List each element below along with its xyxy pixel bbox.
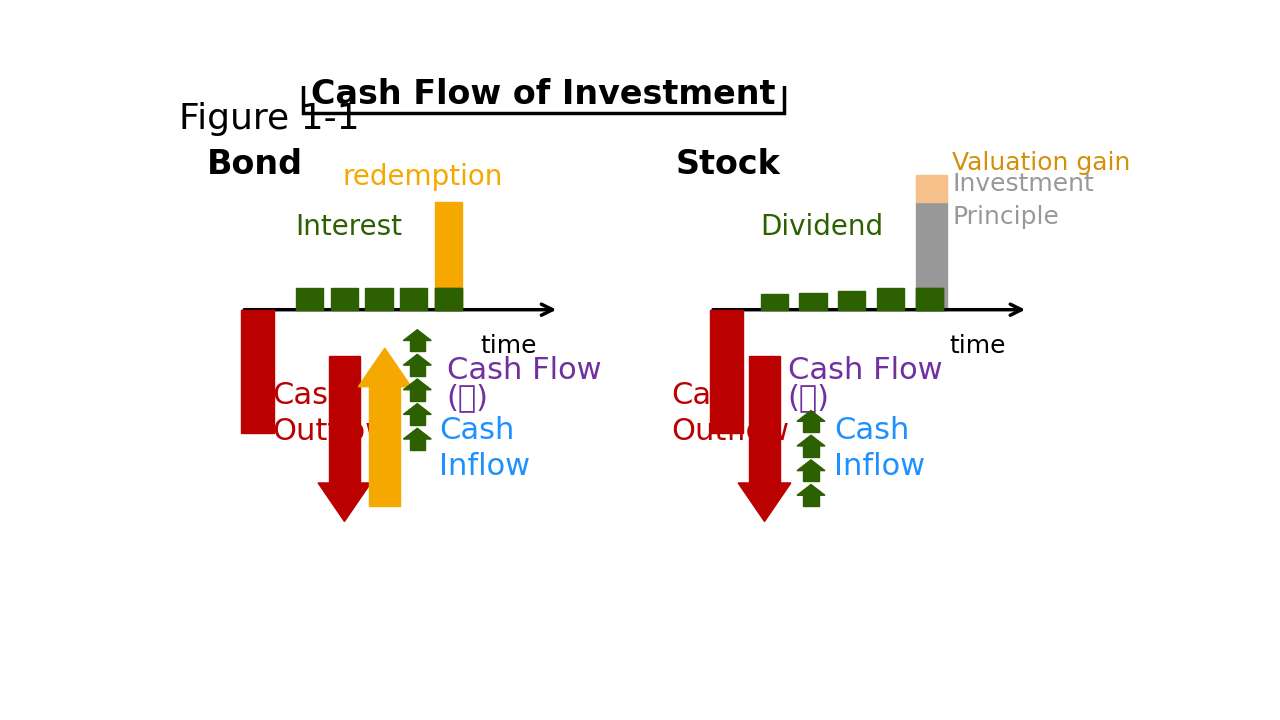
- Bar: [800, 293, 827, 310]
- Polygon shape: [403, 379, 431, 390]
- Polygon shape: [319, 483, 371, 521]
- Text: Dividend: Dividend: [760, 212, 883, 240]
- Bar: [410, 439, 425, 450]
- Bar: [915, 175, 947, 202]
- Text: Interest: Interest: [296, 212, 403, 240]
- Bar: [804, 446, 819, 456]
- Text: time: time: [950, 334, 1006, 359]
- Bar: [435, 288, 462, 310]
- Bar: [410, 390, 425, 400]
- Text: Cash
Outflow: Cash Outflow: [273, 381, 390, 446]
- Text: Stock: Stock: [676, 148, 780, 181]
- Text: Cash
Outflow: Cash Outflow: [672, 381, 790, 446]
- Bar: [401, 288, 428, 310]
- Bar: [760, 294, 787, 310]
- Polygon shape: [797, 435, 824, 446]
- Bar: [410, 341, 425, 351]
- Polygon shape: [403, 404, 431, 415]
- Bar: [749, 356, 780, 483]
- Bar: [303, 75, 783, 113]
- Bar: [410, 365, 425, 376]
- Bar: [369, 387, 401, 506]
- Bar: [804, 495, 819, 506]
- Text: Figure 1-1: Figure 1-1: [179, 102, 360, 136]
- Text: time: time: [480, 334, 538, 359]
- Bar: [365, 288, 393, 310]
- Bar: [877, 288, 904, 310]
- Polygon shape: [403, 354, 431, 365]
- Text: redemption: redemption: [342, 163, 503, 192]
- Polygon shape: [358, 348, 411, 387]
- Bar: [435, 202, 462, 310]
- Polygon shape: [403, 330, 431, 341]
- Text: Cash Flow: Cash Flow: [447, 356, 602, 385]
- Bar: [329, 356, 360, 483]
- Bar: [915, 288, 943, 310]
- Text: Cash Flow of Investment: Cash Flow of Investment: [311, 78, 776, 111]
- Bar: [710, 310, 742, 433]
- Bar: [303, 75, 783, 113]
- Polygon shape: [797, 485, 824, 495]
- Text: Cash
Inflow: Cash Inflow: [439, 416, 530, 481]
- Bar: [330, 288, 357, 310]
- Bar: [435, 288, 462, 310]
- Text: Valuation gain: Valuation gain: [952, 151, 1130, 176]
- Text: (－): (－): [787, 383, 829, 412]
- Bar: [915, 288, 943, 310]
- Text: Cash
Inflow: Cash Inflow: [835, 416, 925, 481]
- Text: Cash Flow: Cash Flow: [787, 356, 942, 385]
- Bar: [804, 471, 819, 482]
- Bar: [296, 288, 323, 310]
- Text: (＋): (＋): [447, 383, 489, 412]
- Polygon shape: [403, 428, 431, 439]
- Text: Bond: Bond: [206, 148, 302, 181]
- Bar: [410, 415, 425, 426]
- Polygon shape: [797, 410, 824, 421]
- Bar: [242, 310, 274, 433]
- Bar: [838, 291, 865, 310]
- Bar: [915, 202, 947, 310]
- Text: Investment
Principle: Investment Principle: [952, 171, 1094, 229]
- Polygon shape: [797, 460, 824, 471]
- Bar: [804, 421, 819, 432]
- Polygon shape: [739, 483, 791, 521]
